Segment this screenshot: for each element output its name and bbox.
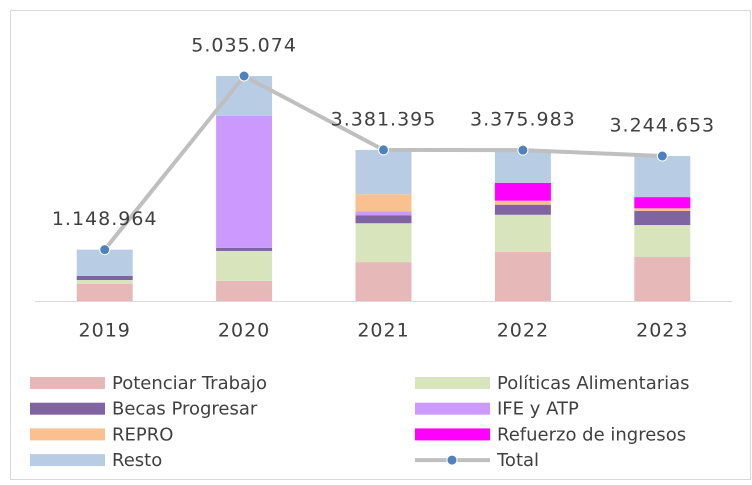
bar-segment [634, 210, 691, 226]
bar-segment [494, 182, 551, 201]
data-label: 3.381.395 [331, 108, 437, 130]
bar-segment [634, 208, 691, 211]
x-tick-label: 2022 [497, 320, 549, 342]
legend-label: Total [496, 450, 539, 471]
bar-segment [634, 225, 691, 257]
bar-segment [355, 215, 412, 224]
data-label: 5.035.074 [191, 35, 297, 57]
legend-label: REPRO [112, 424, 173, 445]
x-tick-label: 2019 [79, 320, 131, 342]
bar-segment [216, 250, 273, 281]
bar-segment [216, 115, 273, 248]
bar-segment [76, 279, 133, 285]
legend-swatch [30, 428, 105, 441]
bar-segment [355, 149, 412, 195]
legend-label: Políticas Alimentarias [497, 373, 690, 394]
bar-segment [494, 214, 551, 252]
legend-label: Resto [112, 450, 162, 471]
bar-segment [216, 280, 273, 301]
legend-marker [446, 454, 458, 466]
total-marker [378, 144, 389, 156]
bar-segment [216, 76, 273, 116]
total-marker [517, 144, 529, 156]
total-marker [99, 244, 111, 256]
bar-segment [634, 155, 691, 198]
bar-segment [355, 211, 412, 216]
legend-swatch [30, 377, 105, 389]
legend-label: Potenciar Trabajo [112, 373, 267, 394]
legend-swatch [30, 402, 105, 415]
legend-swatch [30, 454, 105, 467]
legend-swatch [415, 402, 490, 415]
bar-segment [634, 256, 691, 301]
bar-segment [355, 194, 412, 212]
legend-label: IFE y ATP [497, 399, 579, 420]
bar-segment [76, 275, 133, 280]
bar-segment [494, 204, 551, 215]
bar-segment [216, 247, 273, 251]
data-label: 1.148.964 [52, 208, 158, 230]
bar-segment [76, 284, 133, 301]
x-tick-label: 2020 [218, 320, 270, 342]
legend-swatch [415, 377, 490, 389]
bar-segment [494, 251, 551, 301]
bar-segment [355, 223, 412, 263]
x-tick-label: 2023 [636, 320, 688, 342]
data-label: 3.244.653 [609, 115, 715, 137]
bar-segment [494, 200, 551, 205]
x-tick-label: 2021 [357, 320, 409, 342]
bar-segment [355, 262, 412, 301]
legend-label: Becas Progresar [112, 399, 258, 420]
bar-segment [634, 197, 691, 209]
legend-label: Refuerzo de ingresos [497, 424, 686, 445]
total-marker [656, 150, 668, 162]
legend-swatch [415, 428, 490, 441]
total-marker [238, 70, 250, 82]
data-label: 3.375.983 [470, 109, 576, 131]
